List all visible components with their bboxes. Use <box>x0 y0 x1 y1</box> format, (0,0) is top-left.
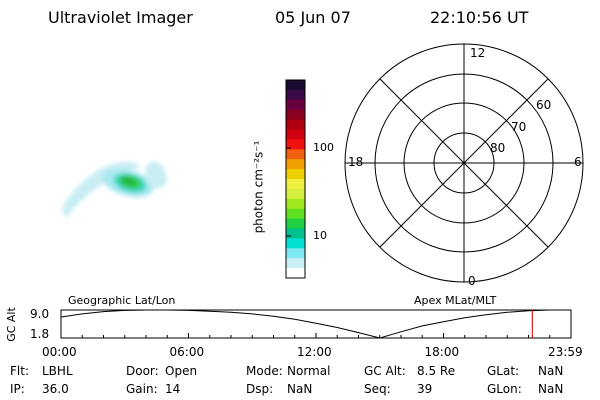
footer-value: LBHL <box>42 364 73 378</box>
colorbar-segment <box>286 188 305 200</box>
footer-key: IP: <box>10 382 25 396</box>
colorbar-segment <box>286 99 305 111</box>
lat-label-60: 60 <box>536 98 552 112</box>
footer-key: GLon: <box>487 382 522 396</box>
colorbar-segment <box>286 238 305 249</box>
x-tick-label: 23:59 <box>548 345 583 359</box>
footer-value: 8.5 Re <box>417 364 456 378</box>
colorbar-segment <box>286 129 305 140</box>
chart-left-label: Geographic Lat/Lon <box>68 294 176 307</box>
footer-value: Open <box>165 364 198 378</box>
footer-value: 36.0 <box>42 382 69 396</box>
footer-key: Seq: <box>364 382 391 396</box>
colorbar-segment <box>286 89 305 101</box>
footer-value: NaN <box>538 382 564 396</box>
colorbar-tick-100: 100 <box>313 141 334 154</box>
x-tick-label: 18:00 <box>424 345 460 359</box>
colorbar-segment <box>286 198 305 210</box>
colorbar-segment <box>286 169 305 180</box>
colorbar-segment <box>286 149 305 160</box>
footer-value: Normal <box>287 364 331 378</box>
altitude-line <box>60 309 571 339</box>
lat-label-80: 80 <box>490 141 506 155</box>
footer-key: Mode: <box>246 364 283 378</box>
footer-key: Gain: <box>126 382 158 396</box>
colorbar-segment <box>286 248 305 259</box>
date-label: 05 Jun 07 <box>275 8 351 27</box>
lat-label-70: 70 <box>511 120 527 134</box>
footer-value: NaN <box>287 382 313 396</box>
chart-right-label: Apex MLat/MLT <box>414 294 497 307</box>
ytick-label-bottom: 1.8 <box>30 327 50 341</box>
mlt-label-18: 18 <box>348 155 364 169</box>
x-tick-label: 12:00 <box>297 345 332 359</box>
polar-diagonal-2 <box>379 78 549 248</box>
colorbar-segment <box>286 228 305 239</box>
colorbar-segment <box>286 179 305 190</box>
footer-key: Door: <box>126 364 159 378</box>
x-tick-label: 00:00 <box>42 345 77 359</box>
mlt-label-0: 0 <box>468 274 476 288</box>
colorbar-segment <box>286 119 305 130</box>
footer-value: 39 <box>417 382 433 396</box>
ytick-label-top: 9.0 <box>30 307 50 321</box>
colorbar-tick-10: 10 <box>313 229 327 242</box>
footer-value: 14 <box>165 382 181 396</box>
mlt-label-12: 12 <box>470 46 486 60</box>
instrument-title: Ultraviolet Imager <box>48 8 193 27</box>
mlt-label-6: 6 <box>574 155 582 169</box>
time-label: 22:10:56 UT <box>430 8 529 27</box>
x-tick-label: 06:00 <box>169 345 205 359</box>
footer-key: Flt: <box>10 364 29 378</box>
colorbar-segment <box>286 268 305 279</box>
colorbar-segment <box>286 218 305 229</box>
colorbar-segment <box>286 208 305 220</box>
colorbar-segment <box>286 139 305 150</box>
footer-key: GLat: <box>487 364 520 378</box>
colorbar-segment <box>286 109 305 121</box>
colorbar-segment <box>286 258 305 269</box>
footer-key: Dsp: <box>246 382 274 396</box>
footer-key: GC Alt: <box>364 364 406 378</box>
colorbar-segment <box>286 159 305 170</box>
footer-value: NaN <box>538 364 564 378</box>
colorbar-segment <box>286 80 305 91</box>
